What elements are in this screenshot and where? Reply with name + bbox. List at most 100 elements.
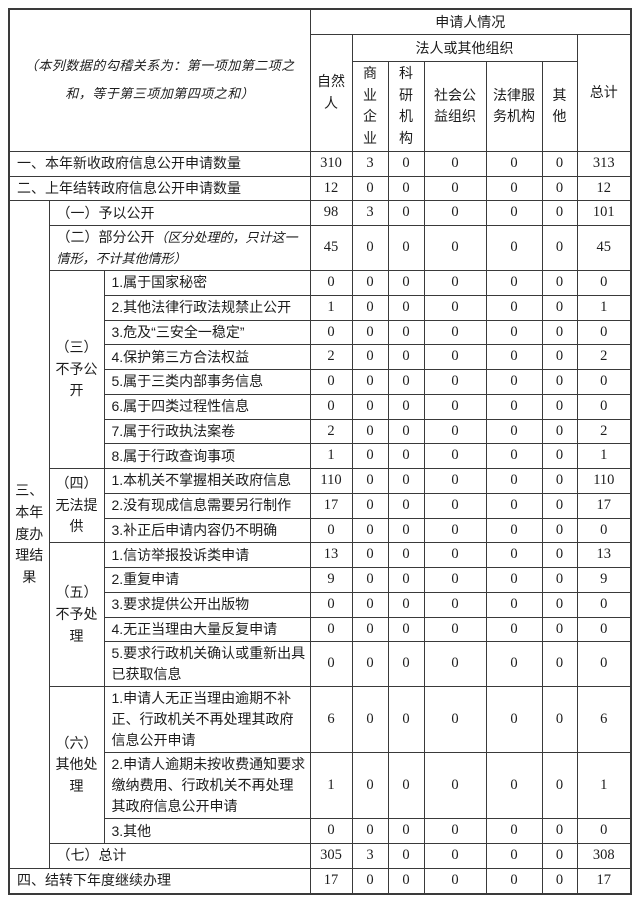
data-cell: 0 bbox=[541, 319, 578, 346]
table-row: 三、本年度办理结果 （一）予以公开 98 3 0 0 0 0 101 bbox=[8, 200, 632, 869]
data-cell: 0 bbox=[309, 818, 353, 844]
data-cell: 0 bbox=[309, 393, 353, 420]
section3-label: 三、本年度办理结果 bbox=[15, 482, 44, 586]
data-cell: 0 bbox=[485, 270, 543, 296]
row-label-cell: （二）部分公开（区分处理的，只计这一情形，不计其他情形） bbox=[48, 225, 311, 271]
data-cell: 0 bbox=[351, 492, 389, 519]
header-row-2: 自然人 法人或其他组织 总计 bbox=[9, 34, 632, 152]
data-cell: 0 bbox=[351, 542, 389, 568]
data-cell: 0 bbox=[541, 818, 578, 844]
data-cell: 0 bbox=[387, 517, 425, 544]
data-cell: 0 bbox=[351, 867, 389, 895]
data-cell: 0 bbox=[541, 294, 578, 321]
data-cell: 0 bbox=[309, 616, 353, 643]
data-cell: 0 bbox=[576, 641, 632, 688]
data-cell: 0 bbox=[541, 867, 578, 895]
data-cell: 0 bbox=[541, 567, 578, 593]
data-cell: 0 bbox=[387, 393, 425, 420]
group5-label-cell: （五）不予处理 bbox=[48, 542, 105, 688]
data-cell: 2 bbox=[309, 418, 353, 445]
data-cell: 0 bbox=[351, 641, 389, 688]
data-cell: 0 bbox=[541, 752, 578, 820]
data-cell: 0 bbox=[387, 294, 425, 321]
data-cell: 0 bbox=[351, 591, 389, 618]
data-cell: 0 bbox=[423, 270, 487, 296]
row-label: 3.其他 bbox=[103, 818, 311, 844]
data-cell: 0 bbox=[541, 344, 578, 370]
data-cell: 0 bbox=[541, 175, 578, 202]
data-cell: 9 bbox=[576, 567, 632, 593]
data-cell: 2 bbox=[576, 344, 632, 370]
data-cell: 0 bbox=[351, 294, 389, 321]
table-row: 5.要求行政机关确认或重新出具已获取信息 0 0 0 0 0 0 0 bbox=[9, 641, 632, 688]
table-row: 5.属于三类内部事务信息 0 0 0 0 0 0 0 bbox=[9, 369, 632, 395]
data-cell: 0 bbox=[541, 517, 578, 544]
row-label: 2.重复申请 bbox=[103, 567, 311, 593]
data-cell: 0 bbox=[541, 225, 578, 271]
data-cell: 0 bbox=[576, 517, 632, 544]
data-cell: 0 bbox=[387, 616, 425, 643]
table-row: 3.补正后申请内容仍不明确 0 0 0 0 0 0 0 bbox=[9, 517, 632, 544]
data-cell: 0 bbox=[387, 344, 425, 370]
data-cell: 0 bbox=[485, 418, 543, 445]
col-header-research: 科研机构 bbox=[387, 61, 425, 152]
data-cell: 1 bbox=[576, 752, 632, 820]
data-cell: 0 bbox=[423, 175, 487, 202]
data-cell: 1 bbox=[309, 443, 353, 469]
group3-label: （三）不予公开 bbox=[55, 338, 98, 399]
col-header-legal-service: 法律服务机构 bbox=[485, 61, 543, 152]
data-cell: 1 bbox=[576, 294, 632, 321]
data-cell: 0 bbox=[387, 319, 425, 346]
table-row: 6.属于四类过程性信息 0 0 0 0 0 0 0 bbox=[9, 393, 632, 420]
data-cell: 0 bbox=[541, 686, 578, 754]
data-cell: 13 bbox=[576, 542, 632, 568]
data-cell: 6 bbox=[576, 686, 632, 754]
data-cell: 0 bbox=[351, 443, 389, 469]
row-label: 1.信访举报投诉类申请 bbox=[103, 542, 311, 568]
header-row-1: （本列数据的勾稽关系为：第一项加第二项之和，等于第三项加第四项之和） 申请人情况 bbox=[8, 8, 632, 152]
data-cell: 0 bbox=[309, 270, 353, 296]
data-cell: 0 bbox=[309, 641, 353, 688]
table-row: （三）不予公开 1.属于国家秘密 0 0 0 0 0 0 0 bbox=[9, 270, 632, 469]
row-label: 二、上年结转政府信息公开申请数量 bbox=[8, 175, 311, 202]
group6-label-cell: （六）其他处理 bbox=[48, 686, 105, 844]
row-label: 5.要求行政机关确认或重新出具已获取信息 bbox=[103, 641, 311, 688]
data-cell: 313 bbox=[576, 150, 632, 177]
table-row: 二、上年结转政府信息公开申请数量 12 0 0 0 0 0 12 bbox=[8, 175, 632, 202]
row-label: （七）总计 bbox=[48, 843, 311, 869]
table-row: 2.其他法律行政法规禁止公开 1 0 0 0 0 0 1 bbox=[9, 294, 632, 321]
group4-label-cell: （四）无法提供 bbox=[48, 467, 105, 544]
data-cell: 0 bbox=[387, 150, 425, 177]
data-cell: 0 bbox=[485, 616, 543, 643]
group3-label-cell: （三）不予公开 bbox=[48, 270, 105, 469]
data-cell: 0 bbox=[485, 591, 543, 618]
data-cell: 0 bbox=[423, 225, 487, 271]
data-cell: 0 bbox=[351, 567, 389, 593]
col-header-commercial: 商业企业 bbox=[351, 61, 389, 152]
data-cell: 9 bbox=[309, 567, 353, 593]
data-cell: 0 bbox=[351, 686, 389, 754]
data-cell: 0 bbox=[485, 200, 543, 226]
data-cell: 0 bbox=[541, 418, 578, 445]
table-row: 7.属于行政执法案卷 2 0 0 0 0 0 2 bbox=[9, 418, 632, 445]
col-header-social-org: 社会公益组织 bbox=[423, 61, 487, 152]
data-cell: 0 bbox=[576, 818, 632, 844]
row-label: 2.其他法律行政法规禁止公开 bbox=[103, 294, 311, 321]
data-cell: 0 bbox=[309, 319, 353, 346]
data-cell: 308 bbox=[576, 843, 632, 869]
row-label: 8.属于行政查询事项 bbox=[103, 443, 311, 469]
data-cell: 110 bbox=[309, 468, 353, 494]
data-cell: 0 bbox=[351, 393, 389, 420]
data-cell: 0 bbox=[351, 818, 389, 844]
data-cell: 0 bbox=[387, 567, 425, 593]
data-cell: 0 bbox=[541, 843, 578, 869]
data-cell: 2 bbox=[576, 418, 632, 445]
data-cell: 3 bbox=[351, 200, 389, 226]
data-cell: 0 bbox=[423, 418, 487, 445]
row-label: 5.属于三类内部事务信息 bbox=[103, 369, 311, 395]
data-cell: 0 bbox=[351, 616, 389, 643]
row-label-note: （区分处理的，只计这一情形，不计其他情形） bbox=[56, 230, 298, 266]
row-label: 6.属于四类过程性信息 bbox=[103, 393, 311, 420]
row-label: 4.无正当理由大量反复申请 bbox=[103, 616, 311, 643]
